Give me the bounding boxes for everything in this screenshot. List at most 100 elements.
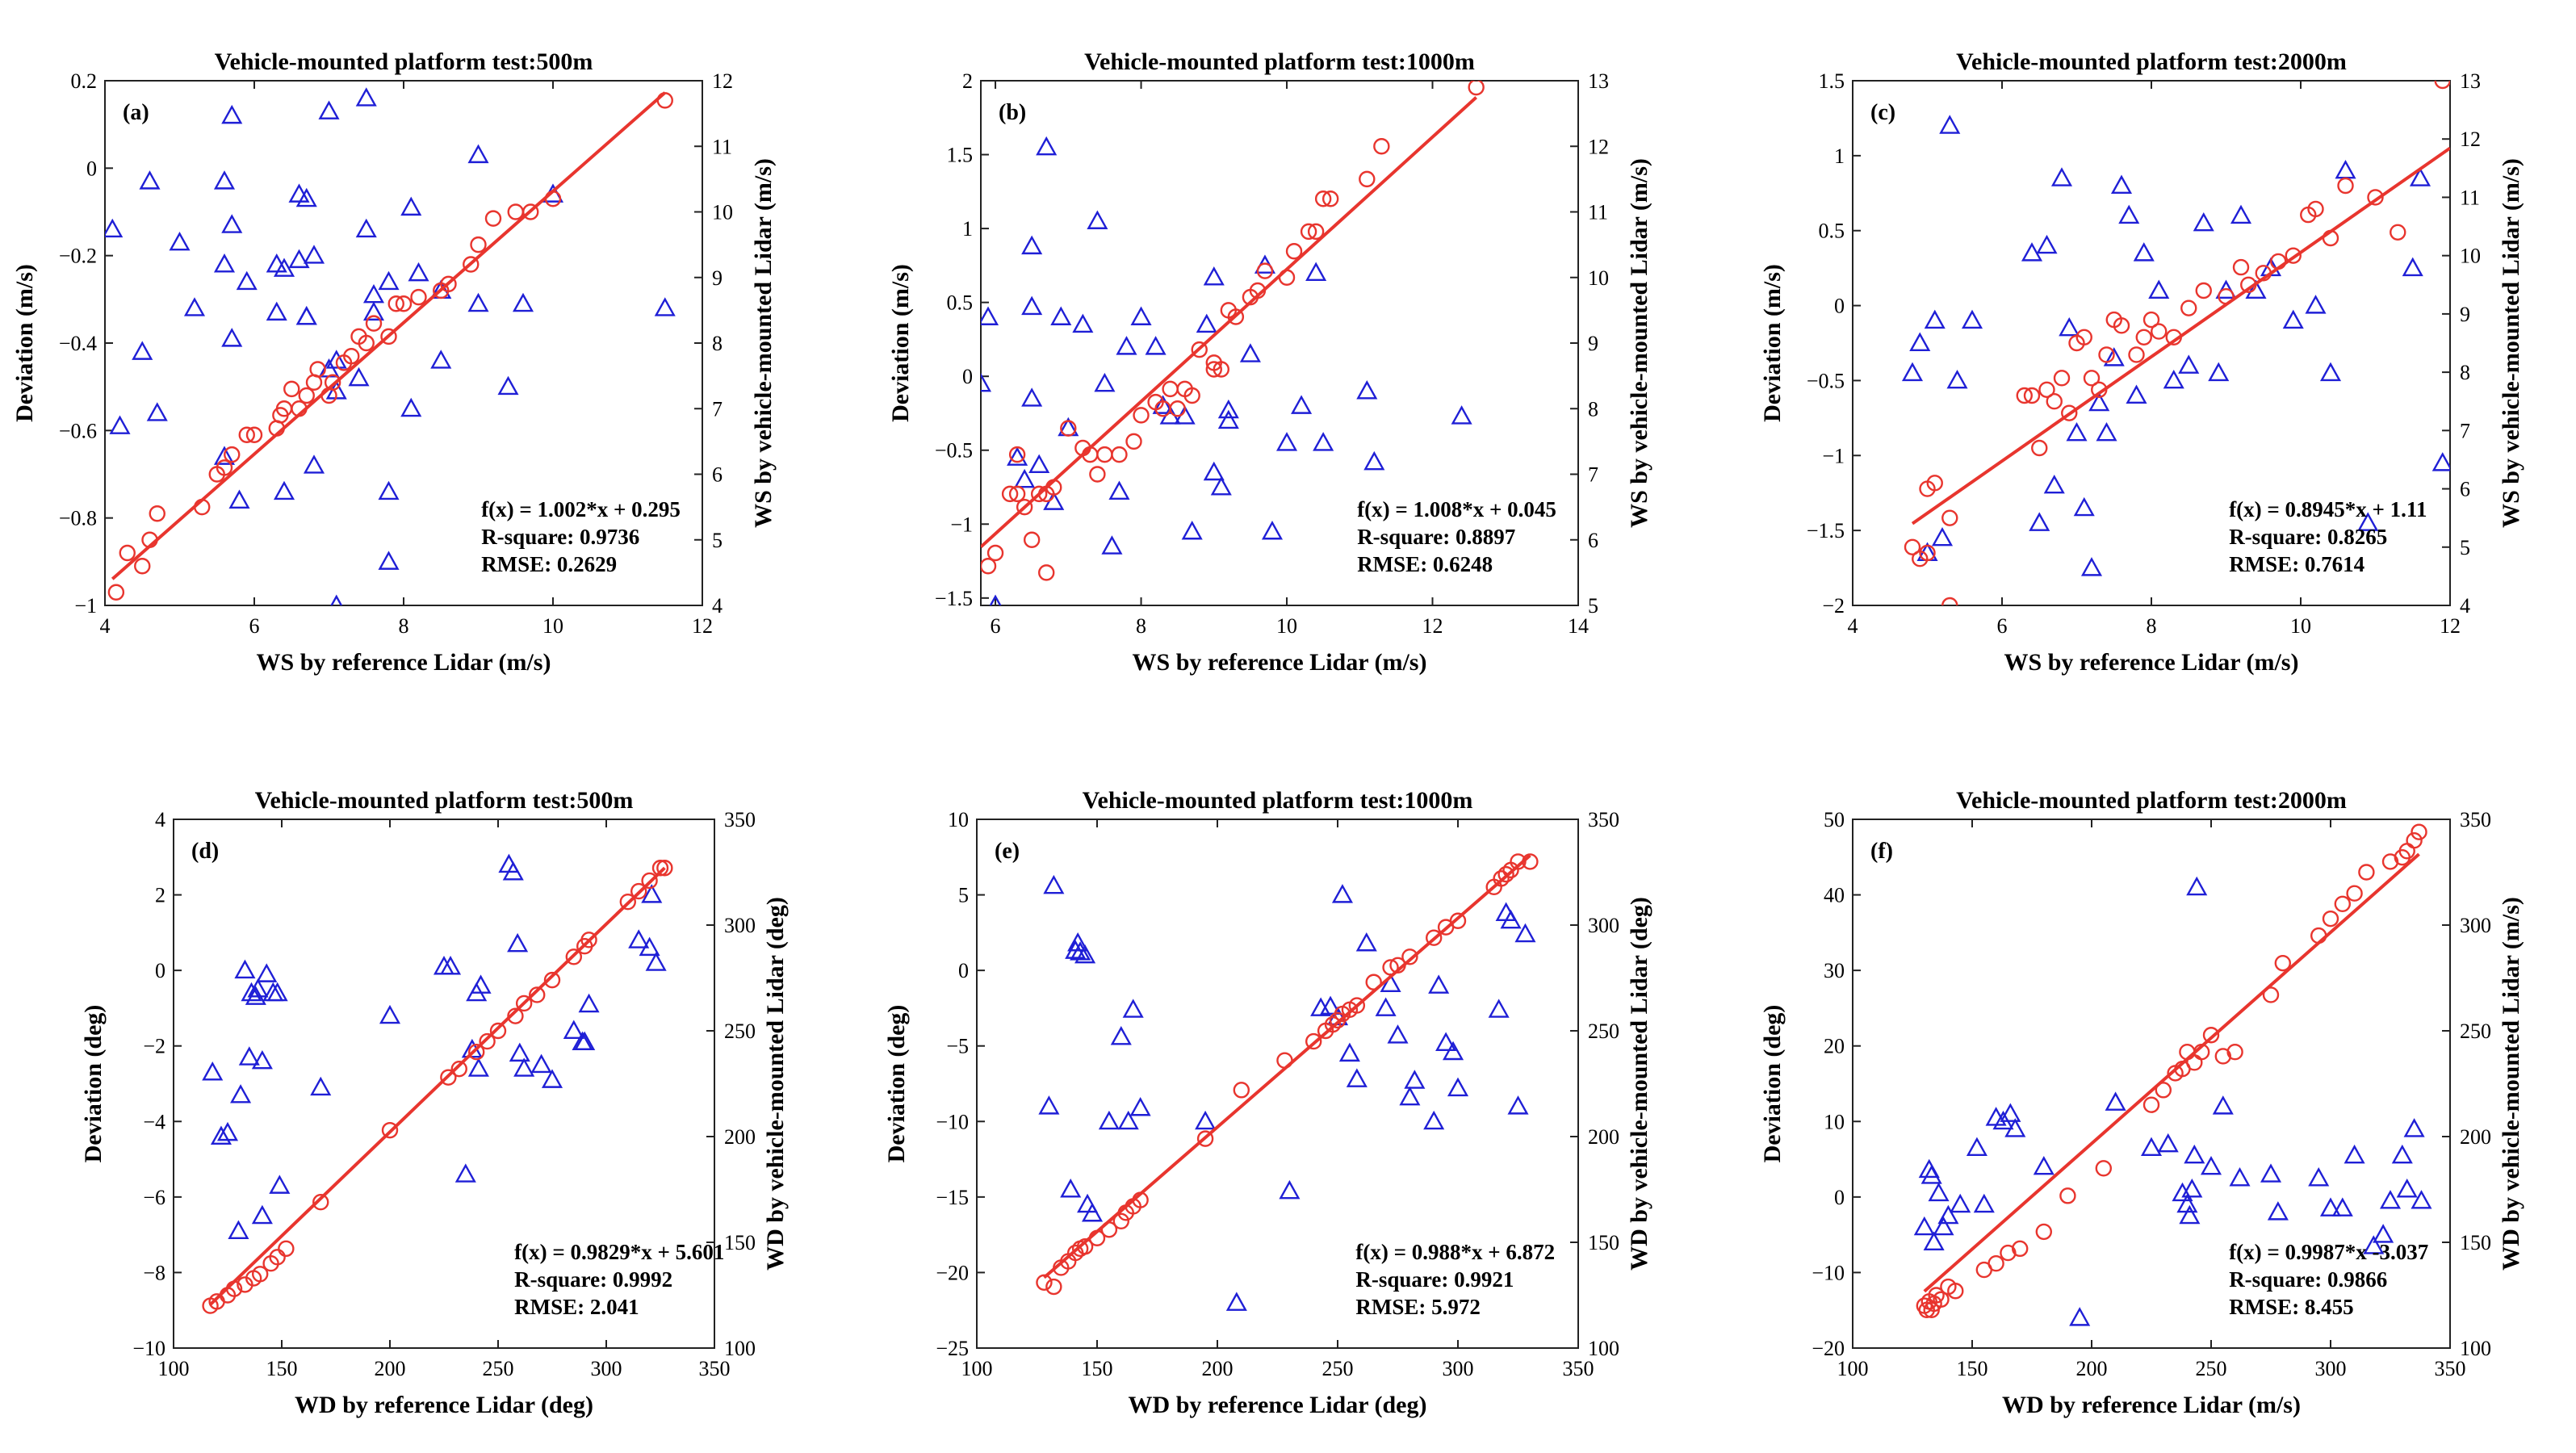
y-tick-label: −0.6 — [59, 419, 97, 442]
deviation-point — [1074, 944, 1096, 964]
lidar-point — [2046, 393, 2063, 410]
lidar-point — [1314, 191, 1332, 207]
lidar-point — [580, 932, 597, 948]
y-tick-label: −1 — [74, 594, 97, 618]
y-tick-label: −5 — [946, 1035, 969, 1058]
y2-axis-label: WD by vehicle-mounted Lidar (deg) — [762, 897, 789, 1271]
fit-annotation: RMSE: 0.6248 — [1357, 552, 1493, 576]
deviation-point — [1920, 1165, 1942, 1184]
y2-axis-label: WS by vehicle-mounted Lidar (m/s) — [1626, 158, 1652, 528]
deviation-point — [1973, 1193, 1995, 1213]
lidar-point — [1125, 433, 1142, 450]
lidar-point — [1307, 223, 1325, 241]
y2-tick-label: 6 — [2460, 478, 2470, 501]
deviation-point — [139, 170, 161, 190]
deviation-point — [2179, 1204, 2201, 1225]
lidar-point — [440, 1069, 457, 1086]
deviation-point — [228, 489, 250, 509]
lidar-point — [1987, 1254, 2004, 1272]
lidar-point — [358, 334, 375, 352]
lidar-point — [216, 459, 233, 476]
lidar-point — [1096, 446, 1113, 463]
plot-area — [1036, 853, 1539, 1311]
deviation-point — [1404, 1070, 1426, 1089]
deviation-point — [1380, 973, 1401, 992]
lidar-point — [2083, 370, 2101, 387]
deviation-point — [216, 1121, 239, 1141]
y-tick-label: −1 — [950, 513, 973, 536]
lidar-point — [381, 1121, 399, 1139]
lidar-point — [2142, 1096, 2160, 1113]
chart-panel-6: 100 150 200 250 300 350 −20 −10 0 10 20 30 40 50 100 15… — [1759, 787, 2524, 1418]
x-tick-label: 12 — [1422, 614, 1443, 638]
lidar-point — [470, 236, 487, 253]
y2-tick-label: 300 — [1588, 914, 1619, 937]
deviation-point — [628, 929, 650, 948]
deviation-point — [378, 270, 400, 291]
deviation-point — [1320, 995, 1342, 1015]
y-tick-label: −0.5 — [935, 439, 973, 463]
y2-tick-label: 6 — [1588, 529, 1598, 552]
x-tick-label: 100 — [1837, 1357, 1869, 1380]
deviation-point — [355, 218, 377, 238]
plot-area — [202, 853, 673, 1314]
deviation-point — [639, 936, 660, 957]
lidar-point — [515, 994, 533, 1012]
y2-tick-label: 150 — [2460, 1231, 2491, 1254]
x-tick-label: 250 — [1322, 1357, 1354, 1380]
deviation-point — [541, 1069, 563, 1088]
y-tick-label: 0.2 — [71, 69, 98, 93]
lidar-point — [343, 348, 360, 365]
lidar-point — [1023, 531, 1041, 548]
y-tick-label: −2 — [1822, 594, 1845, 618]
deviation-point — [578, 993, 600, 1013]
deviation-point — [2308, 1166, 2330, 1187]
deviation-point — [213, 446, 236, 465]
x-tick-label: 10 — [542, 614, 563, 638]
lidar-point — [410, 288, 427, 306]
lidar-point — [2053, 370, 2071, 387]
lidar-point — [2061, 404, 2078, 421]
y-tick-label: 1 — [1834, 144, 1845, 168]
lidar-point — [1008, 446, 1026, 463]
lidar-point — [1169, 400, 1186, 417]
y2-axis-label: WD by vehicle-mounted Lidar (deg) — [1626, 897, 1652, 1271]
lidar-point — [2262, 986, 2280, 1003]
deviation-point — [1196, 313, 1217, 333]
deviation-point — [1116, 336, 1137, 355]
deviation-point — [1145, 336, 1167, 355]
deviation-point — [1435, 1032, 1457, 1051]
chart-title: Vehicle-mounted platform test:500m — [255, 787, 634, 814]
y-tick-label: −1.5 — [935, 587, 973, 610]
y-tick-label: −10 — [936, 1110, 969, 1133]
deviation-point — [1072, 313, 1094, 333]
lidar-point — [1008, 485, 1026, 503]
deviation-point — [1950, 1193, 1971, 1213]
lidar-point — [2035, 1223, 2053, 1241]
fit-annotation: R-square: 0.8897 — [1357, 525, 1515, 549]
y-tick-label: −2 — [143, 1035, 165, 1058]
y2-tick-label: 150 — [724, 1231, 756, 1254]
y2-tick-label: 7 — [2460, 419, 2470, 442]
lidar-point — [529, 986, 546, 1003]
lidar-point — [1493, 870, 1510, 887]
lidar-point — [1191, 341, 1208, 358]
x-tick-label: 300 — [591, 1357, 622, 1380]
deviation-point — [1210, 476, 1232, 496]
deviation-point — [273, 480, 295, 500]
y-axis-label: Deviation (m/s) — [1759, 264, 1786, 422]
deviation-point — [146, 402, 168, 421]
y2-tick-label: 4 — [712, 594, 723, 618]
deviation-point — [221, 214, 243, 233]
deviation-point — [513, 1057, 535, 1077]
deviation-point — [1130, 306, 1152, 325]
y2-tick-label: 5 — [2460, 536, 2470, 559]
y-axis-label: Deviation (m/s) — [11, 264, 38, 422]
lidar-point — [507, 1007, 524, 1024]
panel-letter: (c) — [1870, 100, 1895, 125]
lidar-point — [1941, 597, 1958, 605]
lidar-point — [365, 315, 383, 332]
chart-title: Vehicle-mounted platform test:500m — [215, 48, 593, 75]
x-tick-label: 150 — [266, 1357, 298, 1380]
panel-letter: (f) — [1870, 839, 1893, 864]
